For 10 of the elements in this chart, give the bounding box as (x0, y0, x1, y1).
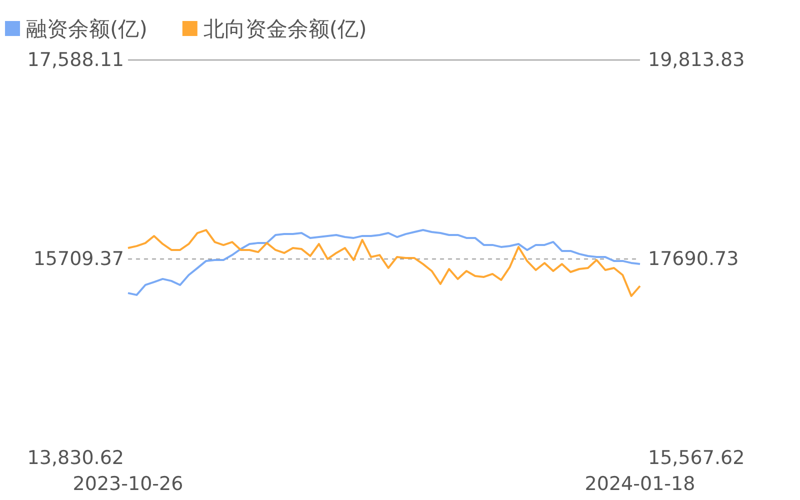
y2-tick-label: 15,567.62 (648, 447, 745, 469)
y2-tick-label: 17690.73 (648, 248, 739, 270)
y2-tick-label: 19,813.83 (648, 49, 745, 71)
legend-label: 北向资金余额(亿) (203, 17, 367, 41)
legend-label: 融资余额(亿) (26, 17, 148, 41)
y-tick-label: 15709.37 (33, 248, 124, 270)
x-tick-label: 2024-01-18 (584, 473, 696, 495)
y-tick-label: 17,588.11 (27, 49, 124, 71)
x-tick-label: 2023-10-26 (72, 473, 184, 495)
y-tick-label: 13,830.62 (27, 447, 124, 469)
